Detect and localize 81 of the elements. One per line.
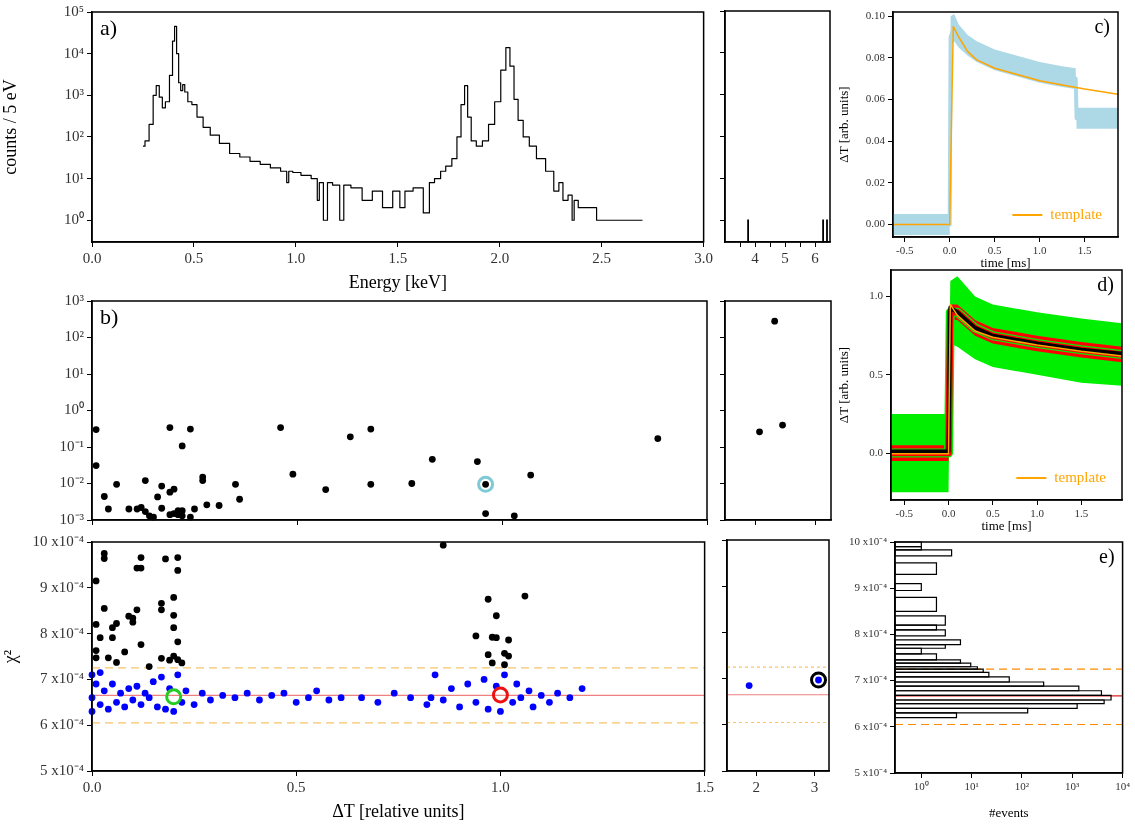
y-tick-label: 9 x10⁻⁴ [854, 581, 888, 594]
x-axis-title: ΔT [relative units] [332, 800, 465, 821]
x-axis-title: time [ms] [981, 517, 1032, 533]
x-tick-label: 1.0 [491, 778, 510, 795]
x-tick-label: 2.0 [490, 249, 510, 266]
annotation: e) [1099, 545, 1115, 569]
y-tick-label: 8 x10⁻⁴ [40, 624, 84, 641]
y-tick-label: 10⁴ [63, 44, 84, 61]
x-tick-label: 4 [751, 249, 760, 266]
x-tick-label: 10¹ [964, 780, 979, 793]
y-tick-label: 10³ [64, 291, 85, 308]
x-tick-label: 6 [811, 249, 820, 266]
y-tick-label: 6 x10⁻⁴ [40, 716, 84, 733]
x-tick-label: 1.5 [1074, 507, 1089, 520]
x-tick-label: 0.0 [941, 507, 956, 520]
x-tick-label: 3 [810, 778, 819, 795]
y-tick-label: 0.0 [869, 445, 884, 458]
y-tick-label: 10⁰ [64, 211, 84, 228]
x-tick-label: 10⁴ [1115, 780, 1131, 793]
x-axis-title: Energy [keV] [348, 271, 447, 292]
y-tick-label: 5 x10⁻⁴ [854, 765, 888, 778]
x-tick-label: 5 [781, 249, 789, 266]
x-tick-label: 0.0 [82, 778, 102, 795]
y-tick-label: 9 x10⁻⁴ [40, 578, 84, 595]
y-axis-title: ΔT [arb. units] [836, 346, 852, 424]
x-tick-label: 0.0 [942, 244, 958, 257]
x-tick-label: 1.0 [1030, 507, 1045, 520]
y-axis-title: ΔT [arb. units] [836, 86, 852, 163]
legend-label: template [1050, 205, 1103, 222]
y-tick-label: 8 x10⁻⁴ [854, 627, 888, 640]
y-tick-label: 7 x10⁻⁴ [854, 673, 888, 686]
x-tick-label: 0.5 [987, 244, 1003, 257]
y-tick-label: 10 x10⁻⁴ [32, 532, 84, 549]
y-tick-label: 10¹ [64, 169, 84, 186]
annotation: b) [100, 303, 119, 329]
y-tick-label: 7 x10⁻⁴ [40, 670, 84, 687]
y-tick-label: 10² [64, 127, 85, 144]
x-tick-label: 2 [752, 778, 760, 795]
annotation: c) [1094, 15, 1110, 39]
y-tick-label: 0.10 [865, 9, 886, 22]
y-tick-label: 10⁵ [63, 2, 84, 19]
x-tick-label: -0.5 [895, 244, 914, 257]
y-tick-label: 10⁰ [64, 401, 84, 418]
y-tick-label: 10 x10⁻⁴ [848, 534, 888, 547]
y-tick-label: 6 x10⁻⁴ [854, 719, 888, 732]
y-tick-label: 10² [64, 328, 85, 345]
x-tick-label: 1.0 [1032, 244, 1048, 257]
y-tick-label: 0.04 [865, 134, 886, 147]
y-tick-label: 0.5 [869, 367, 884, 380]
y-tick-label: 10⁻² [59, 474, 85, 491]
x-tick-label: 0.5 [985, 507, 1001, 520]
y-tick-label: 10³ [64, 86, 85, 103]
annotation: d) [1097, 273, 1114, 297]
y-tick-label: 1.0 [869, 289, 884, 302]
x-tick-label: 0.5 [286, 778, 306, 795]
x-tick-label: 2.5 [592, 249, 612, 266]
x-tick-label: -0.5 [895, 507, 914, 520]
x-tick-label: 1.5 [695, 778, 714, 795]
x-tick-label: 10⁰ [913, 780, 929, 793]
y-tick-label: 10⁻³ [59, 510, 85, 527]
x-tick-label: 0.5 [184, 249, 204, 266]
y-tick-label: 10¹ [64, 364, 84, 381]
y-tick-label: 10⁻¹ [59, 437, 84, 454]
x-tick-label: 10² [1014, 780, 1030, 793]
y-axis-title: counts / 5 eV [0, 79, 20, 175]
y-axis-title: χ² [0, 649, 20, 665]
annotation: a) [100, 14, 118, 40]
y-tick-label: 0.00 [865, 217, 886, 230]
y-tick-label: 0.06 [865, 92, 886, 105]
x-tick-label: 1.5 [1077, 244, 1093, 257]
x-tick-label: 1.0 [286, 249, 306, 266]
x-axis-title: #events [988, 804, 1029, 820]
x-tick-label: 0.0 [82, 249, 102, 266]
y-tick-label: 0.02 [865, 175, 885, 188]
y-tick-label: 0.08 [865, 50, 886, 63]
y-tick-label: 5 x10⁻⁴ [40, 761, 84, 778]
x-tick-label: 10³ [1065, 780, 1081, 793]
x-tick-label: 1.5 [388, 249, 408, 266]
x-tick-label: 3.0 [694, 249, 713, 266]
x-axis-title: time [ms] [980, 254, 1031, 270]
legend-label: template [1054, 468, 1107, 485]
